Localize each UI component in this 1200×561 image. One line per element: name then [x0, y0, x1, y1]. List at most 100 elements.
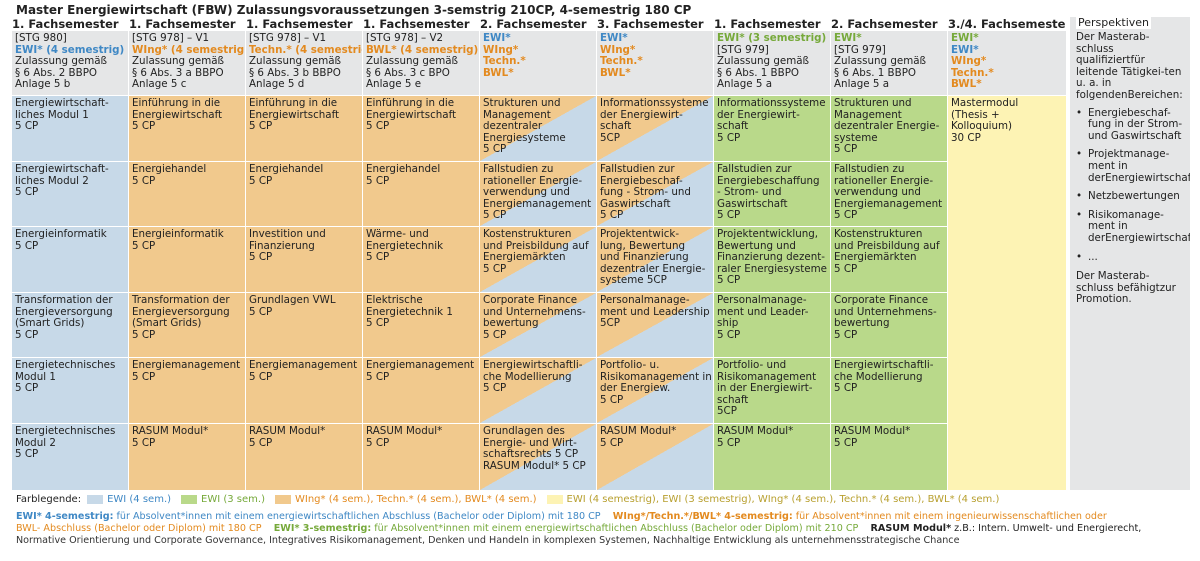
module-text: Finanzierung dezent-: [717, 251, 825, 264]
module-text: Fallstudien zur: [717, 163, 792, 175]
module-text: liches Modul 1: [15, 108, 89, 121]
admission-rule: § 6 Abs. 3 b BBPO: [249, 66, 341, 79]
module-text: Energiebeschaf-: [600, 174, 683, 187]
admission-rule: Anlage 5 a: [834, 78, 890, 91]
module-text: Personalmanage-: [600, 294, 690, 306]
stg-number: [STG 978] – V2: [366, 32, 444, 44]
module-text: 5 CP: [717, 274, 741, 287]
text-line: Der Masterab-: [1076, 31, 1150, 43]
program-tag: WIng*: [600, 43, 636, 56]
module-text: 5 CP: [249, 120, 273, 133]
module-text: 5 CP: [834, 143, 858, 156]
program-tag: WIng*: [951, 55, 987, 68]
footnote-segment: für Absolvent*innen mit einem ingenieurw…: [792, 511, 1107, 522]
module-text: 5 CP: [483, 328, 507, 341]
module-cell: Transformation der Energieversorgung (Smar…: [12, 293, 128, 357]
footnote-segment: RASUM Modul*: [870, 523, 952, 534]
stg-number: [STG 980]: [15, 32, 67, 44]
module-text: schaft: [600, 120, 632, 133]
module-cell: Fallstudien zur Energiebeschaffung - Strom…: [714, 162, 830, 226]
module-text: 5 CP: [15, 382, 39, 395]
module-text: Personalmanage-: [717, 294, 807, 306]
module-text: Energiemanagement: [366, 359, 475, 371]
perspectives-list-item: Netzbewertungen: [1076, 190, 1184, 203]
program-tag: WIng* (4 semestrig): [132, 43, 245, 56]
module-text: Energiebeschaffung: [717, 174, 820, 187]
perspectives-list: Energiebeschaf-fung in der Strom-und Gas…: [1076, 107, 1190, 264]
module-text: Kostenstrukturen: [483, 228, 572, 240]
module-text: 5 CP: [483, 209, 507, 222]
module-text: Energiesysteme: [483, 131, 566, 144]
module-text: verwendung und: [483, 186, 570, 199]
module-text: 5 CP: [249, 370, 273, 383]
module-text: 5 CP: [249, 305, 273, 318]
module-text: dezentraler Energie-: [834, 120, 940, 133]
module-cell: Portfolio- und Risikomanagement in der Ene…: [714, 358, 830, 423]
text-line: Energiewirtschaft: [1105, 231, 1190, 244]
module-text: und Finanzierung: [600, 251, 689, 264]
text-line: ...: [1088, 250, 1098, 263]
module-text: Energiewirtschaft: [249, 108, 340, 121]
module-text: systeme 5CP: [600, 274, 667, 287]
module-text: Projektentwick-: [600, 228, 680, 240]
module-text: 5 CP: [834, 209, 858, 222]
stg-number: [STG 978] – V1: [249, 32, 327, 44]
module-cell: Kostenstrukturen und Preisbildung auf Ener…: [480, 227, 596, 292]
module-cell: Energiehandel 5 CP: [246, 162, 362, 226]
program-tag: Techn.* (4 semestrig): [249, 43, 362, 56]
program-tag: EWI*: [483, 32, 511, 44]
module-cell: Strukturen und Management dezentraler Ener…: [831, 96, 947, 161]
text-line: schluss befähigt: [1076, 281, 1160, 294]
stg-number: [STG 979]: [834, 43, 886, 56]
module-text: 5 CP: [717, 209, 741, 222]
program-tag: EWI* (3 semestrig): [717, 32, 827, 44]
module-text: 5 CP: [366, 370, 390, 383]
module-text: Modul 1: [15, 370, 56, 383]
module-text: ment und Leadership: [600, 305, 710, 318]
module-text: und Unternehmens-: [483, 305, 586, 318]
module-text: Corporate Finance: [483, 294, 578, 306]
program-tag: EWI* (4 semestrig): [15, 43, 125, 56]
program-tag: BWL*: [483, 66, 514, 79]
legend-swatch: [546, 495, 563, 504]
admission-rule: § 6 Abs. 2 BBPO: [15, 66, 98, 79]
module-text: 5 CP: [483, 143, 507, 156]
module-text: Wärme- und: [366, 228, 429, 240]
module-text: Energie- und Wirt-: [483, 436, 577, 449]
module-text: Transformation der: [132, 294, 230, 306]
module-text: Einführung in die: [132, 97, 221, 109]
module-text: che Modellierung: [834, 370, 923, 383]
text-line: Energiewirtschaft: [1105, 171, 1190, 184]
module-text: der Energiewirt-: [717, 108, 800, 121]
text-line: Bereichen:: [1127, 88, 1183, 101]
module-text: Energieinformatik: [15, 228, 107, 240]
footnote-segment: für Absolvent*innen mit einem energiewir…: [113, 511, 613, 522]
module-text: Einführung in die: [249, 97, 338, 109]
module-cell: Einführung in die Energiewirtschaft 5 CP: [363, 96, 479, 161]
module-text: Energiewirtschaft-: [15, 97, 109, 109]
module-text: Strukturen und: [483, 97, 561, 109]
module-text: in der Energiewirt-: [717, 382, 813, 395]
text-line: Risikomanage-: [1088, 208, 1164, 221]
stg-number: [STG 978] – V1: [132, 32, 210, 44]
module-cell: Energieinformatik 5 CP: [129, 227, 245, 292]
text-line: ten u. a. in folgenden: [1076, 65, 1182, 101]
intake-cell-9: EWI* EWI* WIng* Techn.* BWL*: [948, 31, 1066, 95]
footnote-line-3: Normative Orientierung und Corporate Gov…: [16, 535, 960, 546]
admission-rule: Zulassung gemäß: [717, 55, 810, 68]
module-text: RASUM Modul*: [249, 425, 326, 437]
module-text: 5CP: [600, 131, 620, 144]
module-text: RASUM Modul*: [834, 425, 911, 437]
module-text: Energiehandel: [132, 163, 207, 175]
module-cell: Personalmanage-ment und Leader-ship 5 CP: [714, 293, 830, 357]
module-text: schaft: [717, 120, 749, 133]
text-line: ment in der: [1088, 159, 1128, 184]
module-cell: Energiemanagement 5 CP: [363, 358, 479, 423]
module-text: Energietechnik: [366, 239, 444, 252]
admission-rule: Anlage 5 e: [366, 78, 422, 91]
master-module-cell: Mastermodul (Thesis + Kolloquium) 30 CP: [948, 96, 1066, 490]
module-cell: RASUM Modul* 5 CP: [129, 424, 245, 490]
module-text: 5 CP: [600, 436, 624, 449]
column-header-9: 3./4. Fachsemester: [948, 17, 1066, 31]
column-header-3: 1. Fachsemester: [246, 17, 353, 31]
